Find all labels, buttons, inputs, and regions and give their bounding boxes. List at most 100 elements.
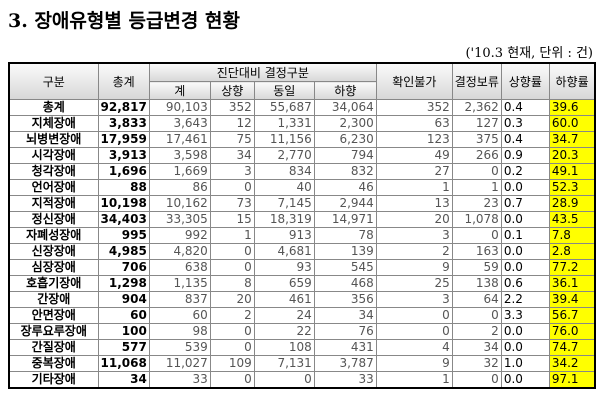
cell-sum: 1,135 [148, 275, 211, 292]
cell-same: 4,681 [253, 243, 315, 260]
cell-up-rate: 0.7 [500, 195, 550, 212]
cell-total: 706 [97, 259, 150, 276]
cell-total: 10,198 [97, 195, 150, 212]
header-up: 상향 [209, 81, 255, 100]
cell-up: 3 [209, 163, 255, 180]
cell-pending: 163 [451, 243, 502, 260]
cell-total: 4,985 [97, 243, 150, 260]
cell-total: 11,068 [97, 355, 150, 372]
cell-down: 139 [313, 243, 377, 260]
table-row: 장루요루장애 100 98 0 22 76 0 2 0.0 76.0 [8, 323, 596, 340]
cell-pending: 127 [451, 115, 502, 132]
table-row: 자폐성장애 995 992 1 913 78 3 0 0.1 7.8 [8, 227, 596, 244]
header-up-rate: 상향률 [500, 62, 550, 100]
table-row: 지적장애 10,198 10,162 73 7,145 2,944 13 23 0.7 28.9 [8, 195, 596, 212]
cell-down: 14,971 [313, 211, 377, 228]
cell-sum: 17,461 [148, 131, 211, 148]
cell-pending: 1,078 [451, 211, 502, 228]
cell-pending: 138 [451, 275, 502, 292]
cell-same: 24 [253, 307, 315, 324]
cell-same: 40 [253, 179, 315, 196]
cell-pending: 0 [451, 227, 502, 244]
cell-total: 17,959 [97, 131, 150, 148]
table-row: 중복장애 11,068 11,027 109 7,131 3,787 9 32 1.0 34.2 [8, 355, 596, 372]
header-same: 동일 [253, 81, 315, 100]
cell-same: 7,145 [253, 195, 315, 212]
cell-pending: 375 [451, 131, 502, 148]
cell-down-rate: 43.5 [548, 211, 596, 228]
table-row: 언어장애 88 86 0 40 46 1 1 0.0 52.3 [8, 179, 596, 196]
cell-total: 100 [97, 323, 150, 340]
cell-up: 8 [209, 275, 255, 292]
cell-up-rate: 0.4 [500, 99, 550, 116]
cell-sum: 3,643 [148, 115, 211, 132]
cell-category: 호흡기장애 [8, 275, 99, 292]
cell-total: 577 [97, 339, 150, 356]
cell-down: 3,787 [313, 355, 377, 372]
cell-up-rate: 0.6 [500, 275, 550, 292]
cell-unverifiable: 49 [375, 147, 453, 164]
cell-up-rate: 0.3 [500, 115, 550, 132]
header-unverifiable: 확인불가 [375, 62, 453, 100]
cell-same: 1,331 [253, 115, 315, 132]
cell-up: 73 [209, 195, 255, 212]
table-row: 호흡기장애 1,298 1,135 8 659 468 25 138 0.6 36.1 [8, 275, 596, 292]
table-row: 뇌병변장애 17,959 17,461 75 11,156 6,230 123 375 0.4 3… [8, 131, 596, 148]
table-row: 시각장애 3,913 3,598 34 2,770 794 49 266 0.9 20.3 [8, 147, 596, 164]
cell-up: 12 [209, 115, 255, 132]
cell-category: 기타장애 [8, 371, 99, 389]
cell-down: 468 [313, 275, 377, 292]
cell-pending: 2 [451, 323, 502, 340]
cell-down: 34,064 [313, 99, 377, 116]
cell-unverifiable: 20 [375, 211, 453, 228]
cell-total: 1,696 [97, 163, 150, 180]
cell-down-rate: 36.1 [548, 275, 596, 292]
cell-down: 794 [313, 147, 377, 164]
cell-down-rate: 28.9 [548, 195, 596, 212]
grade-change-table: 구분 총계 진단대비 결정구분 확인불가 결정보류 상향률 하향률 계 상향 동… [8, 62, 597, 389]
cell-unverifiable: 1 [375, 371, 453, 389]
cell-same: 2,770 [253, 147, 315, 164]
cell-sum: 60 [148, 307, 211, 324]
cell-same: 108 [253, 339, 315, 356]
cell-up: 2 [209, 307, 255, 324]
cell-pending: 0 [451, 371, 502, 389]
table-row: 지체장애 3,833 3,643 12 1,331 2,300 63 127 0.3 60.0 [8, 115, 596, 132]
table-row: 청각장애 1,696 1,669 3 834 832 27 0 0.2 49.1 [8, 163, 596, 180]
cell-total: 1,298 [97, 275, 150, 292]
cell-up: 0 [209, 259, 255, 276]
cell-up-rate: 0.0 [500, 323, 550, 340]
cell-unverifiable: 27 [375, 163, 453, 180]
cell-category: 장루요루장애 [8, 323, 99, 340]
cell-down: 2,944 [313, 195, 377, 212]
cell-up-rate: 2.2 [500, 291, 550, 308]
cell-same: 659 [253, 275, 315, 292]
cell-sum: 837 [148, 291, 211, 308]
cell-down-rate: 20.3 [548, 147, 596, 164]
cell-unverifiable: 0 [375, 307, 453, 324]
cell-sum: 10,162 [148, 195, 211, 212]
cell-category: 시각장애 [8, 147, 99, 164]
cell-unverifiable: 1 [375, 179, 453, 196]
cell-unverifiable: 0 [375, 323, 453, 340]
cell-pending: 266 [451, 147, 502, 164]
cell-down: 78 [313, 227, 377, 244]
header-sum: 계 [148, 81, 211, 100]
cell-unverifiable: 4 [375, 339, 453, 356]
cell-same: 22 [253, 323, 315, 340]
cell-up-rate: 0.1 [500, 227, 550, 244]
table-row: 안면장애 60 60 2 24 34 0 0 3.3 56.7 [8, 307, 596, 324]
cell-up-rate: 1.0 [500, 355, 550, 372]
cell-down-rate: 52.3 [548, 179, 596, 196]
cell-down-rate: 77.2 [548, 259, 596, 276]
cell-pending: 34 [451, 339, 502, 356]
cell-up: 15 [209, 211, 255, 228]
cell-category: 총계 [8, 99, 99, 116]
cell-down-rate: 76.0 [548, 323, 596, 340]
cell-sum: 992 [148, 227, 211, 244]
table-row: 정신장애 34,403 33,305 15 18,319 14,971 20 1,078 0.0… [8, 211, 596, 228]
cell-pending: 0 [451, 163, 502, 180]
cell-category: 신장장애 [8, 243, 99, 260]
cell-down: 6,230 [313, 131, 377, 148]
cell-unverifiable: 3 [375, 291, 453, 308]
